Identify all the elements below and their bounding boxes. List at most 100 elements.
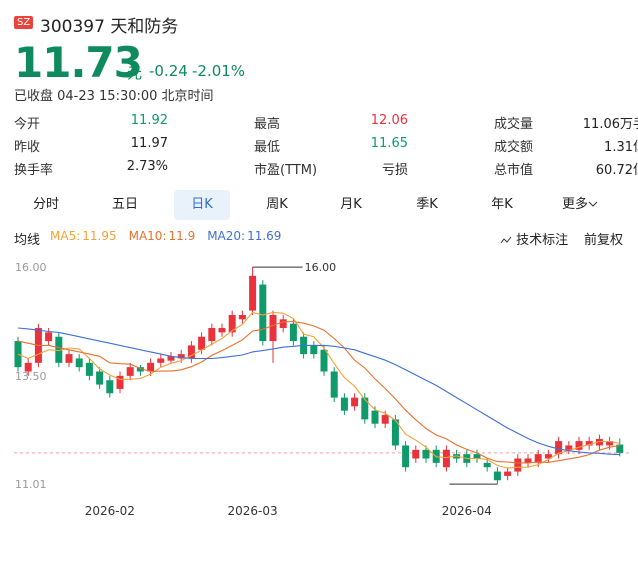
- icon: [500, 236, 512, 243]
- stat-value: 11.92: [130, 113, 168, 128]
- price: 11.73: [14, 38, 143, 87]
- candle-body: [351, 397, 359, 407]
- candle-body: [585, 441, 593, 446]
- candle-body: [167, 356, 175, 361]
- candle-body: [249, 275, 257, 311]
- candle-body: [483, 462, 491, 468]
- candle-body: [116, 375, 124, 389]
- ma-line: [17, 327, 620, 456]
- stat-value: 11.65: [370, 136, 408, 151]
- legend-value: 11.69: [247, 229, 282, 243]
- stat-value: 12.06: [370, 113, 408, 128]
- candle-body: [187, 345, 195, 359]
- stat-label: 最低: [254, 140, 281, 155]
- mark-label: 技术标注: [516, 233, 569, 248]
- candle-body: [136, 367, 144, 372]
- candle-body: [340, 397, 348, 411]
- tab[interactable]: 五日: [111, 197, 138, 212]
- candle-body: [616, 444, 624, 453]
- tab[interactable]: 年K: [491, 197, 513, 212]
- stat-value: 亏损: [381, 163, 408, 178]
- stat-label: 换手率: [14, 163, 54, 178]
- tab[interactable]: 月K: [340, 197, 362, 212]
- candle-body: [96, 371, 104, 385]
- candle-body: [575, 441, 583, 450]
- candle-body: [218, 328, 226, 333]
- stat-label: 成交量: [494, 117, 534, 132]
- candle-body: [55, 336, 63, 363]
- candle-body: [157, 358, 165, 363]
- stat-value: 1.31亿: [604, 140, 638, 155]
- tab[interactable]: 分时: [32, 197, 59, 212]
- candle-body: [289, 323, 297, 342]
- candle-body: [330, 371, 338, 398]
- candle-body: [279, 319, 287, 329]
- legend-value: 11.95: [82, 229, 117, 243]
- stat-value: 2.73%: [126, 159, 168, 174]
- candle-body: [126, 367, 134, 376]
- candle-body: [45, 332, 53, 342]
- tab[interactable]: 周K: [266, 197, 288, 212]
- candle-body: [259, 284, 267, 342]
- status: 已收盘 04-23 15:30:00 北京时间: [14, 89, 214, 104]
- stat-label: 今开: [14, 117, 41, 132]
- candle-body: [606, 441, 614, 446]
- ma-line: [17, 311, 620, 469]
- candle-body: [320, 349, 328, 372]
- candle-body: [391, 419, 399, 446]
- candle-body: [24, 362, 32, 372]
- candle-body: [381, 415, 389, 424]
- x-tick-label: 2026-03: [228, 504, 278, 518]
- stat-value: 11.97: [130, 136, 168, 151]
- candle-body: [147, 362, 155, 372]
- candle-body: [595, 438, 603, 446]
- market-badge: SZ: [14, 16, 34, 29]
- candle-body: [65, 354, 73, 363]
- ma-line: [17, 320, 620, 464]
- candle-body: [228, 314, 236, 333]
- candle-body: [473, 454, 481, 459]
- stat-label: 总市值: [494, 163, 534, 178]
- candle-body: [534, 454, 542, 463]
- candle-body: [208, 328, 216, 342]
- candle-body: [361, 397, 369, 420]
- mark-button[interactable]: 技术标注: [500, 229, 568, 248]
- legend-name: MA5:: [50, 229, 81, 243]
- price-unit: 元: [127, 64, 143, 82]
- tab[interactable]: 日K: [174, 190, 230, 220]
- candle-body: [75, 358, 83, 368]
- candle-body: [198, 336, 206, 350]
- tab[interactable]: 更多: [552, 190, 608, 220]
- x-tick-label: 2026-04: [442, 504, 492, 518]
- period-tabs: 分时 五日 日K 周K 月K 季K 年K 更多: [0, 190, 638, 222]
- stat-label: 市盈(TTM): [254, 163, 318, 178]
- y-tick-label: 11.01: [15, 478, 47, 491]
- candle-body: [402, 445, 410, 468]
- stock-title: 300397 天和防务: [40, 12, 178, 37]
- chevron: [588, 201, 598, 207]
- stock-code: 300397: [40, 17, 105, 37]
- ma-label[interactable]: 均线: [14, 233, 41, 248]
- candle-body: [177, 354, 185, 359]
- candle-body: [106, 380, 114, 394]
- candle-body: [310, 345, 318, 355]
- candle-body: [422, 449, 430, 459]
- candle-body: [85, 362, 93, 376]
- stat-label: 昨收: [14, 140, 41, 155]
- stat-value: 11.06万手: [582, 117, 638, 132]
- stat-value: 60.72亿: [595, 163, 638, 178]
- legend: MA5: 11.95 MA10: 11.9 MA20: 11.69: [50, 229, 281, 243]
- candle-body: [565, 445, 573, 450]
- y-tick-label: 13.50: [15, 370, 47, 383]
- legend-name: MA10:: [128, 229, 167, 243]
- candle-body: [412, 449, 420, 459]
- candle-body: [504, 471, 512, 476]
- stat-label: 成交额: [494, 140, 534, 155]
- stock-name: 天和防务: [110, 17, 179, 37]
- candle-body: [442, 449, 450, 468]
- candle-body: [544, 454, 552, 459]
- tab[interactable]: 季K: [416, 197, 438, 212]
- candle-body: [371, 410, 379, 424]
- y-tick-label: 16.00: [15, 261, 47, 274]
- adjust-button[interactable]: 前复权: [584, 233, 624, 248]
